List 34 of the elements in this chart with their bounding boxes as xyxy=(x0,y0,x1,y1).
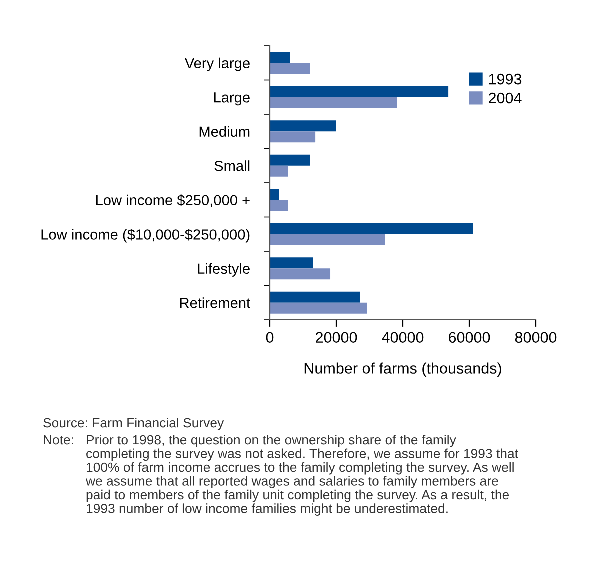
bar xyxy=(270,52,290,64)
y-tick-label: Low income $250,000 + xyxy=(96,194,250,208)
bar xyxy=(270,234,386,246)
y-tick-label: Retirement xyxy=(180,298,250,308)
source-note: Source: Farm Financial Survey xyxy=(44,418,224,430)
x-tick-label: 40000 xyxy=(382,332,424,344)
y-tick-label: Small xyxy=(214,160,250,172)
bar xyxy=(270,120,336,132)
bar xyxy=(270,154,310,166)
x-axis-title: Number of farms (thousands) xyxy=(304,362,502,377)
legend-label: 2004 xyxy=(489,92,522,104)
bar xyxy=(270,86,449,98)
y-tick-label: Lifestyle xyxy=(198,263,250,277)
x-tick-label: 20000 xyxy=(316,332,358,344)
legend-label: 1993 xyxy=(489,74,522,85)
x-tick-label: 60000 xyxy=(449,332,490,344)
bar xyxy=(270,258,314,269)
y-tick-label: Low income ($10,000-$250,000) xyxy=(42,228,250,243)
text: Note: Prior to 1998, the question on the ownership share of the family completing the survey was not asked. Therefore, we assume for 1993 that 100% of farm income accrues to the family completing the survey. As well we assume that all reported wages and salaries to family members are paid to members of the family unit completing the survey. As a result, the 1993 number of low income families might be underestimated. xyxy=(44,435,518,516)
bar xyxy=(270,268,331,280)
bar xyxy=(270,200,288,212)
bar xyxy=(270,166,288,177)
y-tick-label: Medium xyxy=(200,126,250,138)
y-tick-label: Large xyxy=(214,92,250,106)
y-tick-label: Very large xyxy=(184,58,250,72)
bar xyxy=(270,97,398,108)
x-tick-label: 80000 xyxy=(515,332,557,344)
bar xyxy=(270,189,280,200)
bar xyxy=(270,302,368,314)
bar xyxy=(270,63,310,74)
x-tick-label: 0 xyxy=(266,332,274,344)
bar xyxy=(270,132,316,143)
bar xyxy=(270,292,360,303)
bar xyxy=(270,223,474,234)
